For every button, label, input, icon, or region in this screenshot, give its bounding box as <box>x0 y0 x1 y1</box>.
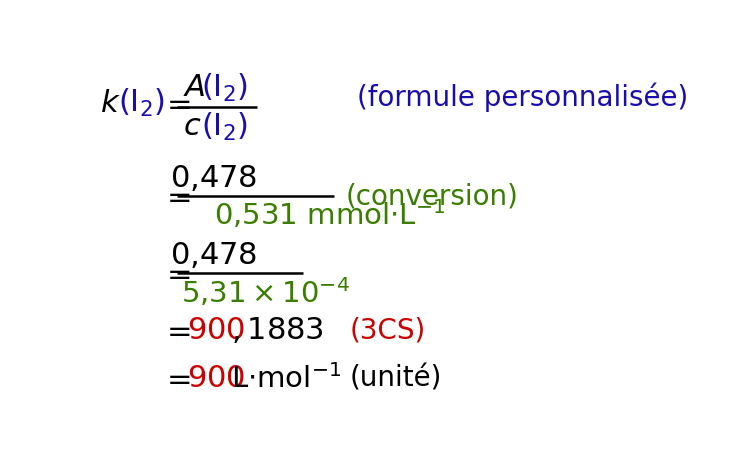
Text: (formule personnalisée): (formule personnalisée) <box>357 83 688 112</box>
Text: $0{,}478$: $0{,}478$ <box>170 240 257 271</box>
Text: $900$: $900$ <box>187 363 245 394</box>
Text: $c$: $c$ <box>183 112 201 142</box>
Text: $5{,}31\times10^{-4}$: $5{,}31\times10^{-4}$ <box>182 276 350 309</box>
Text: (3CS): (3CS) <box>350 317 426 345</box>
Text: $\mathrm{L{\cdot}mol^{-1}}$: $\mathrm{L{\cdot}mol^{-1}}$ <box>231 364 341 394</box>
Text: $=$: $=$ <box>161 181 191 212</box>
Text: $=$: $=$ <box>161 88 191 118</box>
Text: $A$: $A$ <box>183 72 206 103</box>
Text: $=$: $=$ <box>161 258 191 289</box>
Text: $,1883$: $,1883$ <box>231 315 324 347</box>
Text: $=$: $=$ <box>161 315 191 347</box>
Text: $({\rm I}_2)$: $({\rm I}_2)$ <box>201 111 248 143</box>
Text: $k$: $k$ <box>100 88 121 118</box>
Text: $=$: $=$ <box>161 363 191 394</box>
Text: $900$: $900$ <box>187 315 245 347</box>
Text: $0{,}478$: $0{,}478$ <box>170 163 257 194</box>
Text: (unité): (unité) <box>350 365 442 393</box>
Text: $0{,}531\ \mathrm{mmol{\cdot}L^{-1}}$: $0{,}531\ \mathrm{mmol{\cdot}L^{-1}}$ <box>214 198 446 231</box>
Text: (conversion): (conversion) <box>346 182 518 210</box>
Text: $({\rm I}_2)$: $({\rm I}_2)$ <box>118 87 165 119</box>
Text: $({\rm I}_2)$: $({\rm I}_2)$ <box>201 71 248 104</box>
